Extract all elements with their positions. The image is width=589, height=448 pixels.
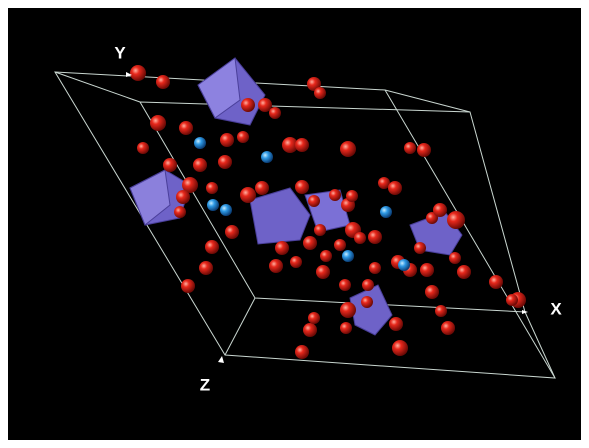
oxygen-atom [303, 323, 317, 337]
oxygen-atom [295, 138, 309, 152]
oxygen-atom [334, 239, 346, 251]
oxygen-atom [447, 211, 465, 229]
oxygen-atom [308, 195, 320, 207]
oxygen-atom [314, 87, 326, 99]
oxygen-atom [220, 133, 234, 147]
polyhedron [249, 187, 311, 245]
oxygen-atom [255, 181, 269, 195]
cell-edge [384, 89, 471, 113]
oxygen-atom [339, 279, 351, 291]
oxygen-atom [193, 158, 207, 172]
oxygen-atom [506, 294, 518, 306]
oxygen-atom [218, 155, 232, 169]
oxygen-atom [163, 158, 177, 172]
oxygen-atom [176, 190, 190, 204]
axis-arrow [218, 356, 224, 363]
atoms [130, 65, 526, 359]
metal-atom [398, 259, 410, 271]
oxygen-atom [489, 275, 503, 289]
oxygen-atom [150, 115, 166, 131]
oxygen-atom [241, 98, 255, 112]
polyhedra [129, 57, 463, 336]
cell-edge [54, 71, 141, 103]
axis-label-y: Y [114, 43, 126, 62]
oxygen-atom [449, 252, 461, 264]
oxygen-atom [346, 190, 358, 202]
oxygen-atom [182, 177, 198, 193]
oxygen-atom [205, 240, 219, 254]
oxygen-atom [307, 77, 321, 91]
oxygen-atom [441, 321, 455, 335]
axis-arrow [522, 310, 528, 314]
metal-atom [261, 151, 273, 163]
axis-arrow [126, 72, 132, 77]
metal-atom [207, 199, 219, 211]
oxygen-atom [417, 143, 431, 157]
oxygen-atom [156, 75, 170, 89]
oxygen-atom [199, 261, 213, 275]
oxygen-atom [206, 182, 218, 194]
oxygen-atom [130, 65, 146, 81]
oxygen-atom [389, 317, 403, 331]
oxygen-atom [269, 107, 281, 119]
oxygen-atom [433, 203, 447, 217]
oxygen-atom [340, 302, 356, 318]
oxygen-atom [269, 259, 283, 273]
oxygen-atom [361, 296, 373, 308]
metal-atom [342, 250, 354, 262]
oxygen-atom [362, 279, 374, 291]
oxygen-atom [225, 225, 239, 239]
oxygen-atom [414, 242, 426, 254]
oxygen-atom [354, 232, 366, 244]
metal-atom [380, 206, 392, 218]
cell-edge [224, 297, 256, 356]
oxygen-atom [314, 224, 326, 236]
oxygen-atom [457, 265, 471, 279]
oxygen-atom [320, 250, 332, 262]
oxygen-atom [340, 141, 356, 157]
oxygen-atom [368, 230, 382, 244]
polyhedron-face [129, 169, 171, 226]
oxygen-atom [404, 142, 416, 154]
oxygen-atom [240, 187, 256, 203]
oxygen-atom [282, 137, 298, 153]
oxygen-atom [258, 98, 272, 112]
oxygen-atom [295, 345, 309, 359]
oxygen-atom [174, 206, 186, 218]
oxygen-atom [329, 189, 341, 201]
metal-atom [220, 204, 232, 216]
oxygen-atom [420, 263, 434, 277]
metal-atom [194, 137, 206, 149]
oxygen-atom [308, 312, 320, 324]
oxygen-atom [388, 181, 402, 195]
oxygen-atom [392, 340, 408, 356]
oxygen-atom [290, 256, 302, 268]
oxygen-atom [275, 241, 289, 255]
oxygen-atom [303, 236, 317, 250]
oxygen-atom [425, 285, 439, 299]
oxygen-atom [237, 131, 249, 143]
polyhedron-face [197, 57, 241, 119]
oxygen-atom [340, 322, 352, 334]
oxygen-atom [378, 177, 390, 189]
oxygen-atom [316, 265, 330, 279]
oxygen-atom [179, 121, 193, 135]
oxygen-atom [137, 142, 149, 154]
oxygen-atom [181, 279, 195, 293]
oxygen-atom [426, 212, 438, 224]
axis-label-z: Z [200, 375, 210, 394]
oxygen-atom [295, 180, 309, 194]
cell-edge [524, 311, 556, 379]
oxygen-atom [369, 262, 381, 274]
axis-label-x: X [550, 299, 562, 318]
oxygen-atom [435, 305, 447, 317]
